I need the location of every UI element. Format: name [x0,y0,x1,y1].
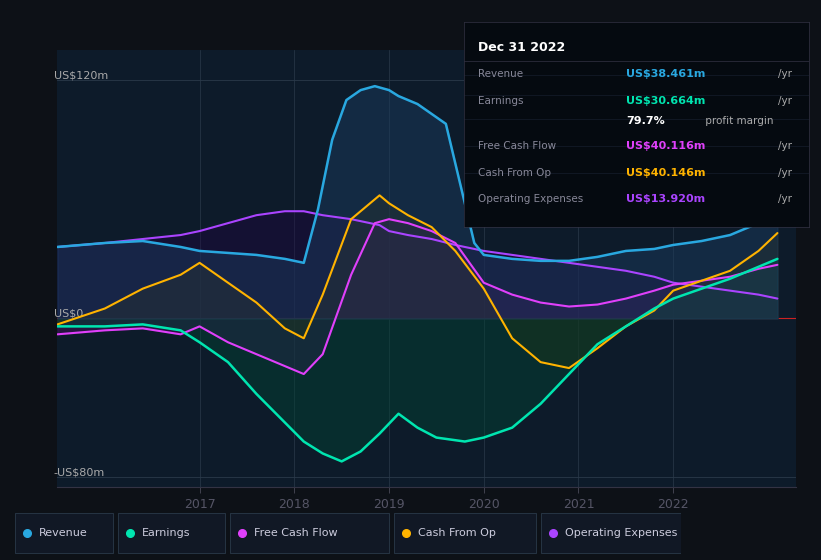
Text: Free Cash Flow: Free Cash Flow [478,141,556,151]
Text: 79.7%: 79.7% [626,116,665,127]
Text: profit margin: profit margin [702,116,773,127]
Text: /yr: /yr [777,167,791,178]
Text: Revenue: Revenue [478,69,523,80]
Text: US$40.146m: US$40.146m [626,167,705,178]
Text: /yr: /yr [777,141,791,151]
Text: Cash From Op: Cash From Op [418,529,496,538]
Text: /yr: /yr [777,69,791,80]
FancyBboxPatch shape [15,514,113,553]
Text: US$0: US$0 [54,309,83,319]
Text: Revenue: Revenue [39,529,88,538]
Text: US$38.461m: US$38.461m [626,69,705,80]
FancyBboxPatch shape [541,514,736,553]
Text: Operating Expenses: Operating Expenses [565,529,677,538]
FancyBboxPatch shape [118,514,225,553]
Text: Earnings: Earnings [478,96,523,106]
Text: /yr: /yr [777,96,791,106]
Text: Operating Expenses: Operating Expenses [478,194,583,204]
Text: /yr: /yr [777,194,791,204]
FancyBboxPatch shape [230,514,389,553]
Text: US$30.664m: US$30.664m [626,96,705,106]
Text: -US$80m: -US$80m [54,467,105,477]
Text: US$40.116m: US$40.116m [626,141,705,151]
Text: Earnings: Earnings [142,529,190,538]
FancyBboxPatch shape [394,514,536,553]
Text: US$120m: US$120m [54,70,108,80]
Text: Free Cash Flow: Free Cash Flow [254,529,337,538]
Text: Cash From Op: Cash From Op [478,167,551,178]
Text: US$13.920m: US$13.920m [626,194,705,204]
Text: Dec 31 2022: Dec 31 2022 [478,41,565,54]
